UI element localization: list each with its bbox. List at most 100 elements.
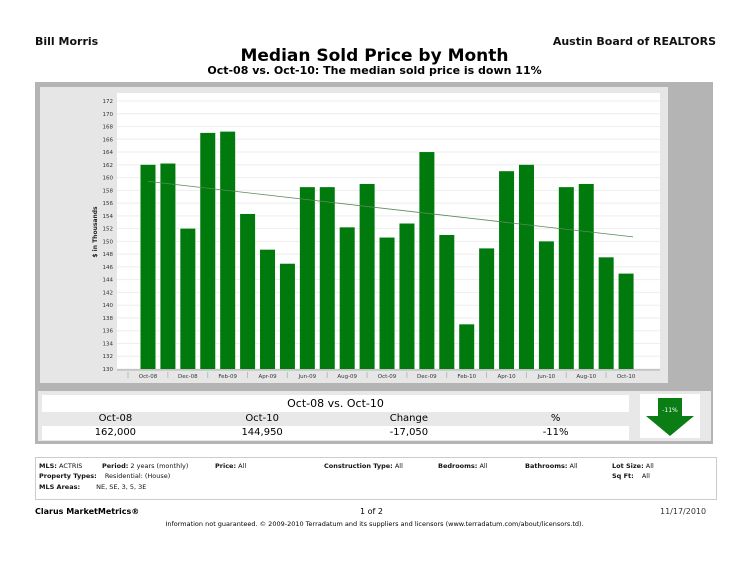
brand: Clarus MarketMetrics®: [35, 507, 140, 516]
y-tick-label: 142: [103, 290, 114, 296]
change-indicator: -11%: [640, 394, 700, 438]
bathrooms-value: All: [569, 462, 578, 470]
x-tick-label: Feb-09: [218, 374, 237, 380]
y-tick-label: 154: [103, 214, 114, 220]
summary-box: Oct-08 vs. Oct-10 Oct-08 Oct-10 Change %…: [38, 391, 711, 441]
y-tick-label: 130: [103, 367, 114, 373]
x-tick-label: Dec-09: [417, 374, 437, 380]
bar: [240, 213, 256, 369]
y-tick-label: 164: [103, 150, 114, 156]
y-tick-label: 138: [103, 316, 114, 322]
agent-name: Bill Morris: [35, 35, 99, 48]
bar: [160, 163, 176, 369]
summary-header: Oct-08: [98, 413, 133, 424]
areas-value: NE, SE, 3, 5, 3E: [96, 483, 147, 491]
summary-header-row: Oct-08 Oct-10 Change %: [42, 412, 629, 426]
label: Period:: [102, 462, 129, 470]
y-tick-label: 132: [103, 354, 114, 360]
bar: [618, 273, 634, 369]
bar: [359, 183, 375, 369]
summary-value: -17,050: [389, 427, 429, 438]
bar: [339, 227, 355, 369]
bar: [598, 257, 614, 369]
y-tick-label: 162: [103, 163, 114, 169]
arrow-label: -11%: [662, 407, 678, 414]
y-tick-label: 134: [103, 341, 114, 347]
bar: [518, 164, 534, 369]
summary-title-row: Oct-08 vs. Oct-10: [42, 395, 629, 412]
bar: [319, 187, 335, 369]
label: Bathrooms:: [525, 462, 568, 470]
disclaimer: Information not guaranteed. © 2009-2010 …: [165, 520, 584, 528]
y-tick-label: 166: [103, 137, 114, 143]
y-tick-label: 150: [103, 239, 114, 245]
page-title: Median Sold Price by Month: [240, 46, 509, 66]
y-tick-label: 148: [103, 252, 114, 258]
y-tick-label: 158: [103, 188, 114, 194]
x-tick-label: Oct-10: [617, 374, 636, 380]
period-value: 2 years (monthly): [130, 462, 189, 470]
down-arrow-icon: [646, 398, 694, 436]
bar: [479, 248, 495, 369]
summary-title: Oct-08 vs. Oct-10: [287, 397, 384, 410]
bar: [419, 152, 435, 369]
bar: [459, 324, 475, 369]
y-tick-label: 140: [103, 303, 114, 309]
bar: [439, 235, 455, 369]
search-criteria: MLS: ACTRIS Period: 2 years (monthly) Pr…: [35, 457, 717, 500]
bar: [299, 187, 315, 369]
label: Bedrooms:: [438, 462, 478, 470]
y-tick-label: 146: [103, 265, 114, 271]
x-tick-label: Oct-09: [378, 374, 397, 380]
y-tick-label: 136: [103, 329, 114, 335]
x-tick-label: Jun-10: [537, 374, 556, 380]
x-tick-label: Oct-08: [139, 374, 158, 380]
bar: [558, 187, 574, 369]
y-tick-label: 172: [103, 99, 114, 105]
y-axis-label: $ in Thousands: [92, 206, 99, 258]
report-date: 11/17/2010: [660, 507, 707, 516]
bar: [499, 171, 515, 369]
label: MLS Areas:: [39, 483, 81, 491]
x-tick-label: Jun-09: [298, 374, 317, 380]
bar: [379, 237, 395, 369]
price-value: All: [238, 462, 247, 470]
summary-value: 144,950: [241, 427, 283, 438]
bar-chart: 130 132 134 136 138 140 142 144 146 148 150 152 154 1…: [92, 93, 660, 380]
x-tick-label: Aug-09: [337, 374, 357, 380]
summary-value-row: 162,000 144,950 -17,050 -11%: [42, 426, 629, 440]
y-tick-label: 170: [103, 112, 114, 118]
mls-value: ACTRIS: [58, 462, 83, 470]
y-tick-label: 160: [103, 176, 114, 182]
summary-header: Change: [389, 413, 429, 424]
bar: [578, 183, 594, 369]
bedrooms-value: All: [479, 462, 488, 470]
board-name: Austin Board of REALTORS: [552, 35, 716, 48]
label: Construction Type:: [324, 462, 393, 470]
x-tick-label: Apr-09: [258, 374, 277, 380]
bar: [399, 223, 415, 369]
x-tick-label: Aug-10: [576, 374, 596, 380]
bar: [200, 132, 216, 369]
bar: [180, 228, 196, 369]
summary-value: -11%: [542, 427, 569, 438]
trend-line: [147, 181, 634, 238]
construction-value: All: [394, 462, 403, 470]
x-tick-label: Feb-10: [457, 374, 476, 380]
sqft-value: All: [641, 472, 650, 480]
bar: [140, 164, 156, 369]
ptype-value: Residential: (House): [104, 472, 171, 480]
summary-header: %: [550, 413, 561, 424]
bar: [220, 131, 236, 369]
summary-value: 162,000: [94, 427, 137, 438]
x-tick-label: Apr-10: [497, 374, 516, 380]
bar: [538, 241, 554, 369]
bar: [260, 249, 276, 369]
x-tick-label: Dec-08: [178, 374, 198, 380]
label: Property Types:: [39, 472, 97, 480]
y-tick-label: 168: [103, 125, 114, 131]
page-number: 1 of 2: [360, 507, 383, 516]
y-tick-label: 144: [103, 278, 114, 284]
bar: [279, 263, 295, 369]
y-tick-label: 156: [103, 201, 114, 207]
